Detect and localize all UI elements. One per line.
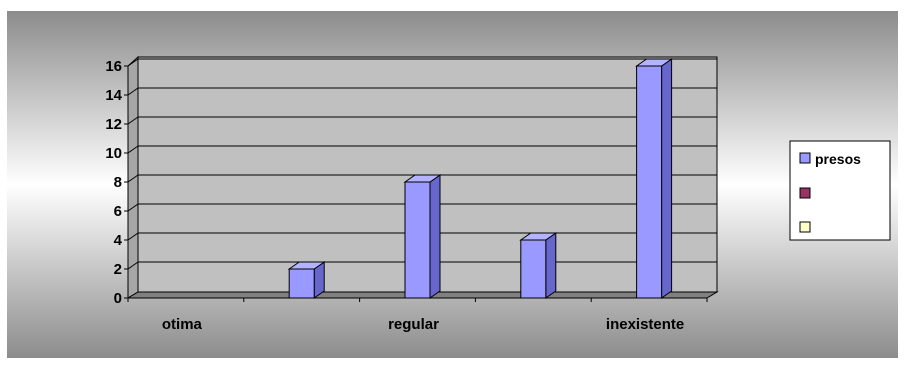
bar-category-2 <box>287 261 326 299</box>
y-tick-label-12: 12 <box>105 116 122 133</box>
legend-label-presos: presos <box>815 151 861 167</box>
y-axis-ticks: 0 2 4 6 8 10 12 14 16 <box>105 58 128 307</box>
plot-side-wall <box>127 55 139 299</box>
y-tick-label-16: 16 <box>105 58 122 75</box>
x-tick-label-inexistente: inexistente <box>606 316 684 333</box>
y-tick-label-6: 6 <box>114 203 122 220</box>
bar-side-2 <box>429 174 441 299</box>
bar-front-4 <box>636 65 663 299</box>
x-tick-label-otima: otima <box>162 316 203 333</box>
gridline-side-8 <box>127 174 139 183</box>
legend-swatch-3 <box>799 221 811 233</box>
gridline-side-12 <box>127 116 139 125</box>
bar-side-4 <box>661 58 673 299</box>
x-axis-ticks: otima regular inexistente <box>127 298 708 333</box>
bars <box>287 58 674 299</box>
y-tick-label-0: 0 <box>114 290 122 307</box>
bar-front-1 <box>288 268 315 299</box>
gridline-side-10 <box>127 145 139 154</box>
y-tick-label-4: 4 <box>114 232 123 249</box>
bar-front-2 <box>404 181 431 299</box>
gridline-side-2 <box>127 261 139 270</box>
bar-category-4 <box>519 232 558 299</box>
y-tick-label-14: 14 <box>105 87 122 104</box>
legend: presos <box>789 140 891 241</box>
gridline-side-16 <box>127 58 139 67</box>
y-tick-label-8: 8 <box>114 174 122 191</box>
bar-front-3 <box>520 239 547 299</box>
bar-regular <box>403 174 442 299</box>
gridline-side-14 <box>127 87 139 96</box>
gridline-side-6 <box>127 203 139 212</box>
x-tick-label-regular: regular <box>388 316 439 333</box>
y-tick-label-10: 10 <box>105 145 122 162</box>
bar-side-3 <box>545 232 557 299</box>
legend-swatch-presos <box>799 152 811 164</box>
legend-swatch-2 <box>799 187 811 199</box>
y-tick-label-2: 2 <box>114 261 122 278</box>
bar-inexistente <box>635 58 674 299</box>
gridline-side-4 <box>127 232 139 241</box>
